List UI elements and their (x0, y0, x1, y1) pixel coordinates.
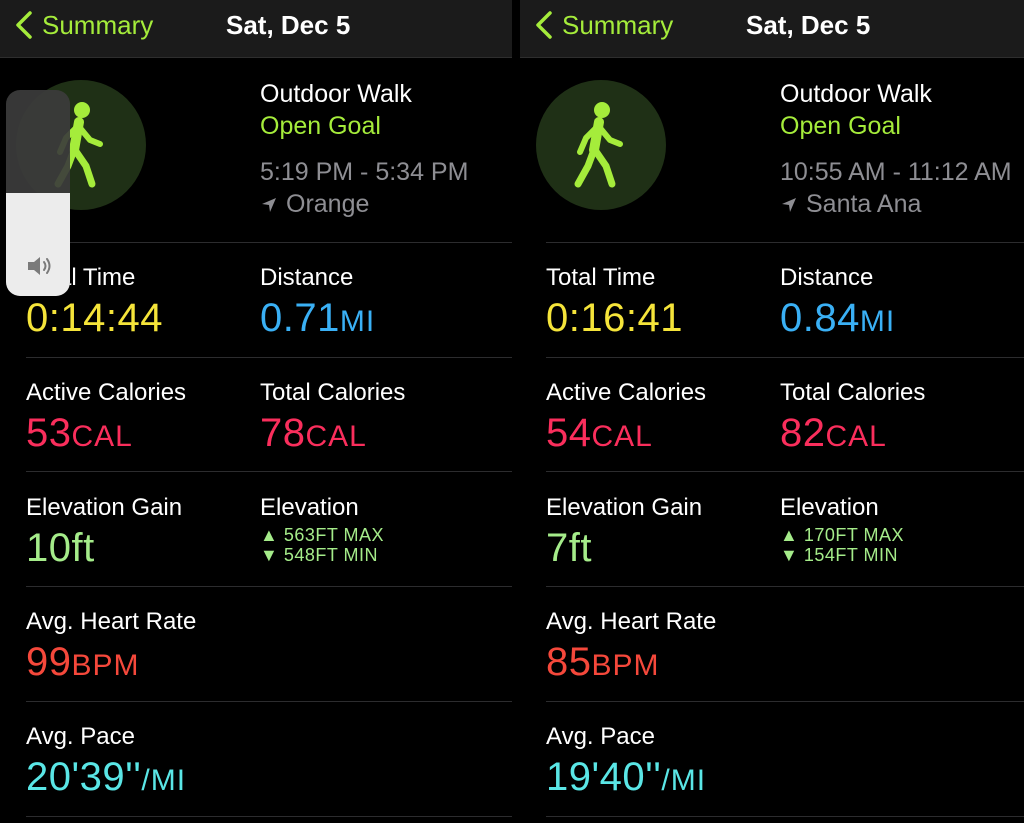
location-arrow-icon (262, 197, 276, 212)
total-time-value: 0:16:41 (546, 296, 683, 340)
chevron-left-icon (16, 11, 32, 39)
total-time-label: Total Time (546, 264, 656, 291)
location-label: Santa Ana (806, 190, 922, 218)
volume-level-fill (6, 193, 70, 296)
workout-location: Santa Ana (780, 190, 921, 219)
avg-heart-rate-number: 99 (26, 640, 72, 684)
divider (26, 586, 520, 587)
volume-slider[interactable] (6, 90, 70, 296)
elevation-gain-value: 10ft (26, 526, 95, 570)
avg-heart-rate-label: Avg. Heart Rate (26, 608, 197, 635)
distance-unit: MI (339, 305, 376, 338)
panel-separator (512, 0, 520, 823)
divider (546, 701, 1024, 702)
distance-label: Distance (780, 264, 874, 291)
elevation-min: ▼ 154FT MIN (780, 545, 899, 565)
workout-goal: Open Goal (780, 112, 901, 140)
divider (26, 816, 520, 817)
divider (546, 357, 1024, 358)
workout-type-badge (536, 80, 666, 210)
avg-pace-unit: /MI (661, 764, 707, 797)
distance-number: 0.71 (260, 296, 340, 340)
total-calories-value: 78CAL (260, 411, 367, 456)
elevation-label: Elevation (780, 494, 879, 521)
location-arrow-icon (782, 197, 796, 212)
elevation-gain-label: Elevation Gain (546, 494, 703, 521)
divider (546, 586, 1024, 587)
workout-time-range: 5:19 PM - 5:34 PM (260, 158, 469, 186)
nav-title: Sat, Dec 5 (746, 10, 871, 40)
avg-pace-value: 19'40''/MI (546, 755, 706, 800)
total-time-value: 0:14:44 (26, 296, 163, 340)
elevation-max: ▲ 563FT MAX (260, 525, 385, 545)
speaker-icon (28, 257, 51, 275)
total-calories-value: 82CAL (780, 411, 887, 456)
divider (546, 816, 1024, 817)
total-calories-number: 78 (260, 411, 306, 455)
back-label: Summary (562, 9, 674, 40)
back-to-summary-button[interactable]: Summary (12, 7, 153, 43)
avg-heart-rate-label: Avg. Heart Rate (546, 608, 717, 635)
divider (26, 242, 520, 243)
total-calories-number: 82 (780, 411, 826, 455)
divider (546, 471, 1024, 472)
nav-title: Sat, Dec 5 (226, 10, 351, 40)
divider (26, 471, 520, 472)
elevation-max: ▲ 170FT MAX (780, 525, 905, 545)
avg-pace-label: Avg. Pace (546, 723, 655, 750)
walking-figure-icon (574, 102, 623, 188)
avg-heart-rate-value: 99BPM (26, 640, 140, 685)
divider (26, 701, 520, 702)
avg-heart-rate-number: 85 (546, 640, 592, 684)
total-calories-label: Total Calories (780, 379, 926, 406)
avg-heart-rate-value: 85BPM (546, 640, 660, 685)
active-calories-value: 53CAL (26, 411, 133, 456)
workout-location: Orange (260, 190, 369, 219)
divider (546, 242, 1024, 243)
elevation-label: Elevation (260, 494, 359, 521)
active-calories-number: 53 (26, 411, 72, 455)
active-calories-value: 54CAL (546, 411, 653, 456)
workout-time-range: 10:55 AM - 11:12 AM (780, 158, 1012, 186)
chevron-left-icon (536, 11, 552, 39)
avg-pace-label: Avg. Pace (26, 723, 135, 750)
avg-pace-value: 20'39''/MI (26, 755, 186, 800)
back-label: Summary (42, 9, 154, 40)
elevation-gain-value: 7ft (546, 526, 592, 570)
distance-label: Distance (260, 264, 354, 291)
active-calories-label: Active Calories (26, 379, 187, 406)
total-calories-label: Total Calories (260, 379, 406, 406)
avg-pace-unit: /MI (141, 764, 187, 797)
active-calories-unit: CAL (591, 420, 653, 453)
workout-name: Outdoor Walk (780, 80, 932, 108)
active-calories-number: 54 (546, 411, 592, 455)
navigation-bar: Summary Sat, Dec 5 (0, 0, 512, 58)
workout-detail-panel-right: Summary Sat, Dec 5 Outdoor Walk Open Goa… (520, 0, 1024, 823)
divider (26, 357, 520, 358)
elevation-gain-label: Elevation Gain (26, 494, 183, 521)
navigation-bar: Summary Sat, Dec 5 (520, 0, 1024, 58)
distance-unit: MI (859, 305, 896, 338)
avg-pace-number: 20'39'' (26, 755, 142, 799)
avg-pace-number: 19'40'' (546, 755, 662, 799)
avg-heart-rate-unit: BPM (591, 649, 660, 682)
total-calories-unit: CAL (305, 420, 367, 453)
active-calories-label: Active Calories (546, 379, 707, 406)
elevation-min: ▼ 548FT MIN (260, 545, 379, 565)
distance-value: 0.84MI (780, 296, 895, 341)
active-calories-unit: CAL (71, 420, 133, 453)
avg-heart-rate-unit: BPM (71, 649, 140, 682)
distance-number: 0.84 (780, 296, 860, 340)
location-label: Orange (286, 190, 370, 218)
workout-goal: Open Goal (260, 112, 381, 140)
distance-value: 0.71MI (260, 296, 375, 341)
back-to-summary-button[interactable]: Summary (532, 7, 673, 43)
total-calories-unit: CAL (825, 420, 887, 453)
workout-detail-panel-left: Summary Sat, Dec 5 Outdoor Walk Open Goa… (0, 0, 520, 817)
workout-name: Outdoor Walk (260, 80, 412, 108)
